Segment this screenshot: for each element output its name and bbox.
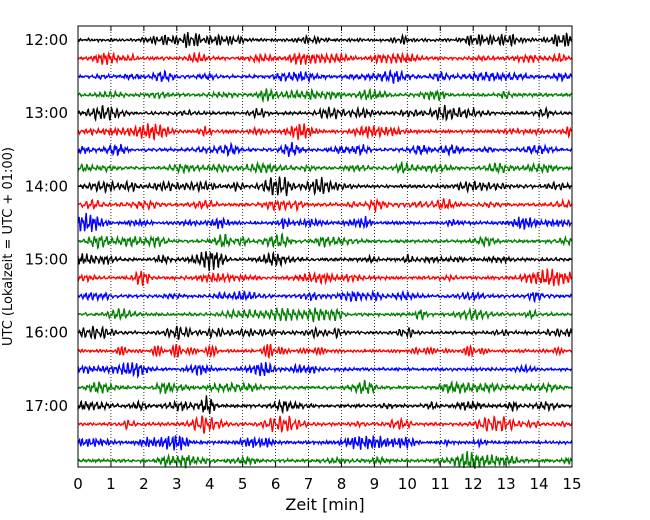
x-tick-label: 15 xyxy=(562,475,581,493)
x-tick-label: 12 xyxy=(464,475,483,493)
x-tick-label: 3 xyxy=(172,475,182,493)
seismic-trace xyxy=(77,325,573,341)
x-tick-label: 9 xyxy=(370,475,380,493)
seismic-trace xyxy=(77,104,573,123)
y-tick-label: 16:00 xyxy=(25,324,68,342)
x-tick-label: 1 xyxy=(106,475,116,493)
seismic-trace xyxy=(77,343,573,359)
trace-group xyxy=(77,32,573,469)
seismic-trace xyxy=(77,197,573,214)
seismic-trace xyxy=(77,160,573,175)
x-tick-label: 10 xyxy=(398,475,417,493)
y-tick-label: 13:00 xyxy=(25,104,68,122)
x-tick-label: 13 xyxy=(497,475,516,493)
y-axis-label: UTC (Lokalzeit = UTC + 01:00) xyxy=(1,147,16,346)
y-tick-label: 17:00 xyxy=(25,397,68,415)
plot-frame xyxy=(77,25,573,468)
y-tick-label: 15:00 xyxy=(25,251,68,269)
seismic-trace xyxy=(77,123,573,141)
seismic-trace xyxy=(77,176,573,197)
seismic-trace xyxy=(77,379,573,396)
seismic-trace xyxy=(77,361,573,379)
seismic-trace xyxy=(77,395,573,415)
seismic-trace xyxy=(77,435,573,451)
seismic-trace xyxy=(77,250,573,272)
x-tick-label: 2 xyxy=(139,475,149,493)
y-tick-label: 12:00 xyxy=(25,31,68,49)
seismic-trace xyxy=(78,68,573,84)
seismic-trace xyxy=(77,50,573,66)
seismic-trace xyxy=(77,289,573,304)
seismic-trace xyxy=(77,268,573,287)
x-axis: 0 1 2 3 4 5 6 7 8 9 10 11 12 13 14 15 xyxy=(73,26,582,493)
x-tick-label: 7 xyxy=(304,475,314,493)
x-tick-label: 8 xyxy=(337,475,347,493)
y-tick-label: 14:00 xyxy=(25,177,68,195)
seismic-trace xyxy=(77,450,573,469)
x-tick-label: 14 xyxy=(530,475,549,493)
seismic-trace xyxy=(77,141,573,158)
x-tick-label: 6 xyxy=(271,475,281,493)
x-tick-label: 11 xyxy=(431,475,450,493)
seismic-trace xyxy=(77,212,573,233)
x-tick-label: 4 xyxy=(205,475,215,493)
seismic-trace xyxy=(77,232,573,250)
y-axis: 12:00 13:00 14:00 15:00 16:00 17:00 xyxy=(25,31,572,415)
seismic-trace xyxy=(77,306,573,323)
seismic-trace xyxy=(77,415,573,434)
seismic-trace xyxy=(77,87,573,104)
x-tick-label: 5 xyxy=(238,475,248,493)
seismic-trace xyxy=(77,32,573,49)
x-axis-label: Zeit [min] xyxy=(285,495,364,514)
x-tick-label: 0 xyxy=(73,475,83,493)
